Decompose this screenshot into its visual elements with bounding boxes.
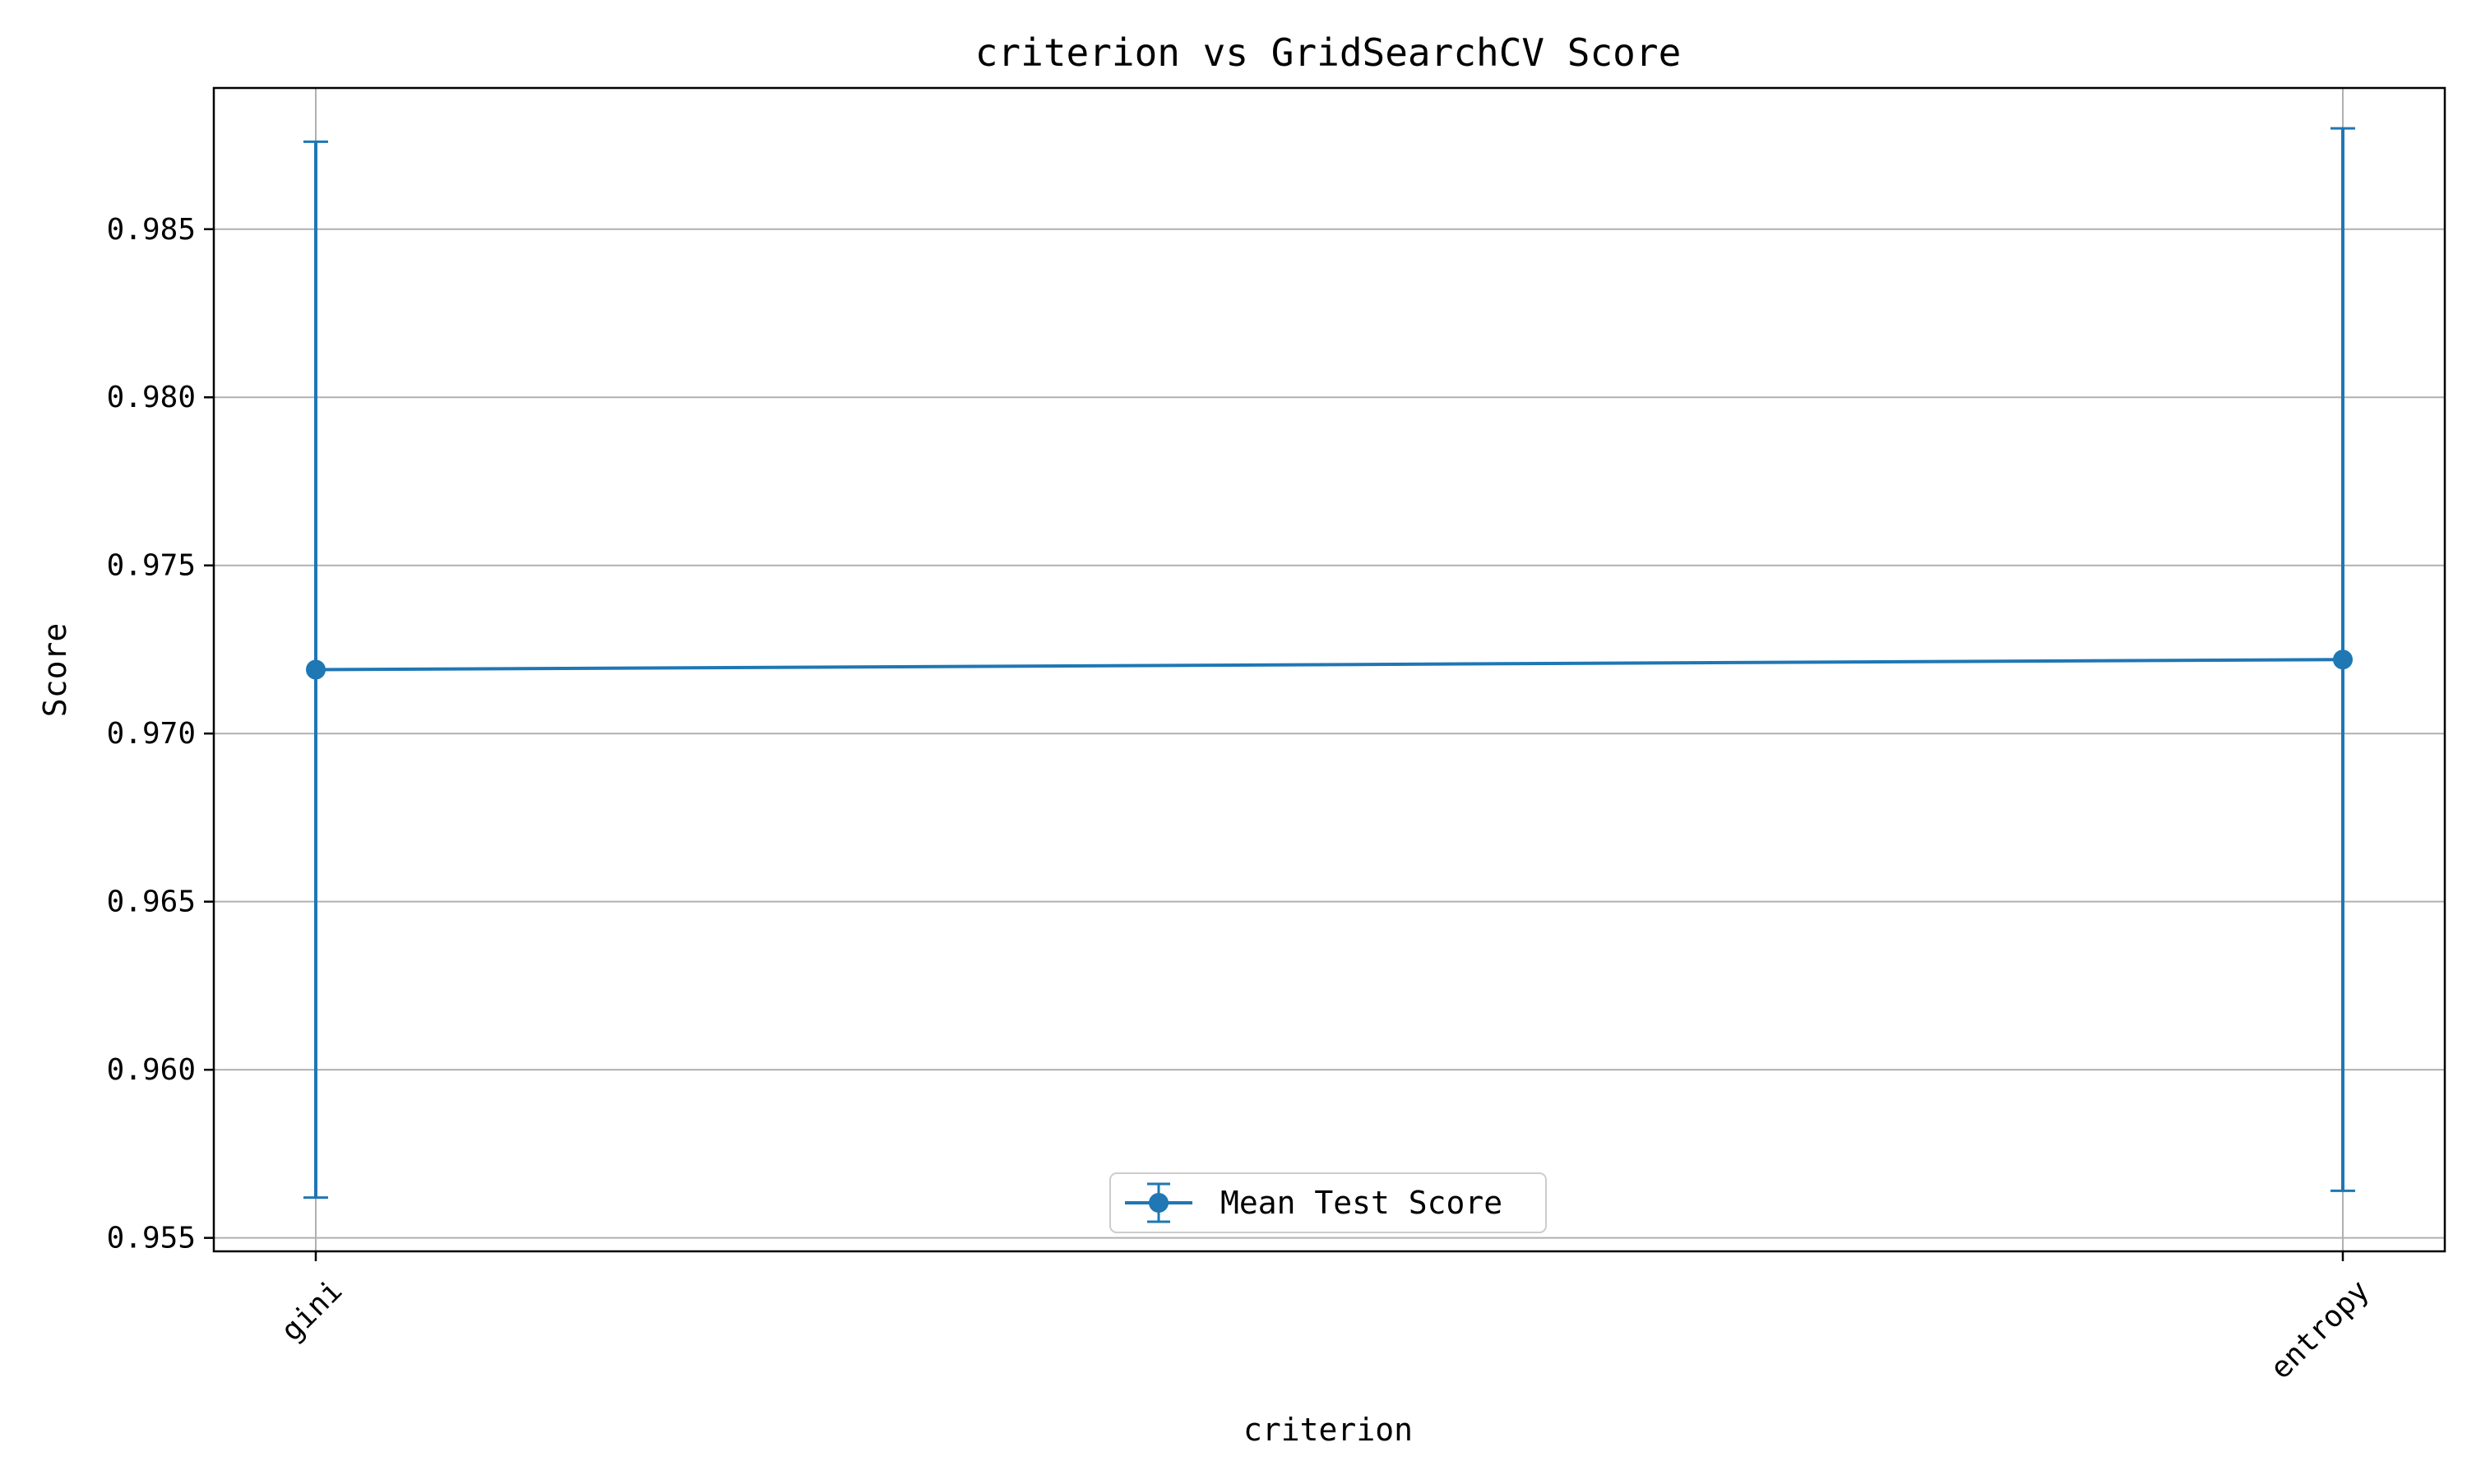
plot-area-frame <box>212 86 2446 1253</box>
y-tick-label: 0.980 <box>107 381 196 414</box>
data-point-marker <box>2333 650 2353 670</box>
grid-layer <box>214 88 2445 1251</box>
legend-series-marker <box>1149 1193 1169 1213</box>
y-tick-label: 0.975 <box>107 549 196 583</box>
legend: Mean Test Score <box>1109 1172 1547 1233</box>
legend-box <box>1109 1172 1547 1233</box>
y-axis-label: Score <box>37 623 73 717</box>
series-line <box>315 658 2344 672</box>
y-tick-label: 0.960 <box>107 1053 196 1087</box>
y-tick-label: 0.965 <box>107 885 196 919</box>
legend-series-label: Mean Test Score <box>1220 1185 1502 1221</box>
y-tick-label: 0.955 <box>107 1222 196 1255</box>
x-axis-label: criterion <box>1243 1412 1413 1448</box>
chart-title: criterion vs GridSearchCV Score <box>975 30 1682 75</box>
y-tick-label: 0.985 <box>107 213 196 247</box>
data-point-marker <box>306 659 326 680</box>
series-layer <box>303 127 2355 1200</box>
y-tick-label: 0.970 <box>107 717 196 751</box>
